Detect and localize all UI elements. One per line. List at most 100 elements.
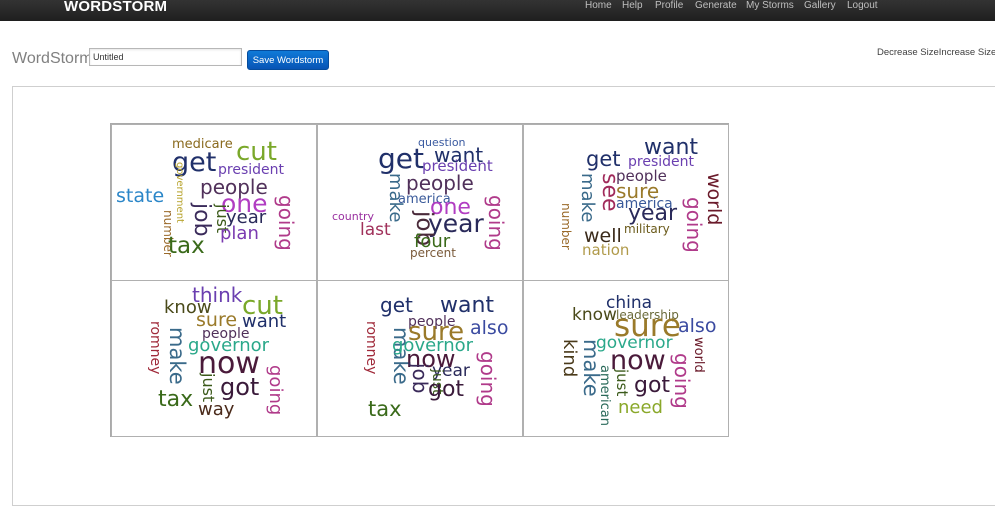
storm-word: president [422,157,493,175]
storm-word: going [682,197,706,253]
storm-word: governor [392,335,474,356]
storm-word: get [380,293,413,317]
storm-word: one [430,195,471,220]
storm-word: need [618,397,663,418]
storm-word: governor [596,333,673,353]
nav-logout[interactable]: Logout [847,0,878,11]
nav-profile[interactable]: Profile [655,0,684,11]
storm-word: world [703,173,725,226]
storm-word: also [470,317,509,339]
storm-word: going [265,365,286,416]
storm-word: last [360,220,391,240]
storm-word: make [165,327,189,385]
storm-word: want [242,311,287,332]
size-controls: Decrease SizeIncrease Size [877,47,995,58]
storm-word: sure [614,308,681,344]
storm-word: president [218,162,284,178]
storm-word: kind [559,339,580,378]
storm-word: people [408,314,456,330]
storm-word: four [414,231,451,252]
save-wordstorm-button[interactable]: Save Wordstorm [247,50,329,70]
storm-word: military [624,222,670,236]
storm-word: country [332,210,375,223]
storm-word: sure [408,317,465,347]
storm-word: sure [616,179,660,203]
storm-cell-2[interactable]: question get want president make people americ… [317,124,523,281]
increase-size-link[interactable]: Increase Size [938,47,995,58]
storm-word: now [610,345,666,376]
storm-word: get [586,147,621,171]
storm-word: going [670,353,694,409]
storm-word: got [220,373,260,401]
storm-word: people [200,175,268,199]
storm-word: also [678,315,717,337]
storm-word: just [199,373,218,403]
storm-word: leadership [616,308,679,322]
storm-word: tax [368,397,402,421]
storm-word: sure [196,309,238,331]
storm-word: going [484,195,508,251]
decrease-size-link[interactable]: Decrease Size [877,47,939,58]
storm-word: think [192,283,243,307]
storm-word: cut [242,291,283,321]
brand-logo[interactable]: WORDSTORM [64,0,168,15]
storm-word: year [428,209,484,238]
storm-word: medicare [172,137,233,152]
storm-word: year [628,201,678,226]
storm-cell-6[interactable]: china leadership know sure also governor world… [523,280,729,437]
storm-word: america [616,196,673,212]
storm-word: way [198,399,235,420]
storm-word: well [584,225,622,247]
storm-word: make [577,173,598,223]
nav-generate[interactable]: Generate [695,0,737,11]
storm-cell-5[interactable]: get want people sure also romney make governor n… [317,280,523,437]
nav-gallery[interactable]: Gallery [804,0,836,11]
storm-word: tax [158,387,194,412]
storm-word: government [174,162,185,223]
storm-title-input[interactable] [89,48,242,66]
storm-word: romney [147,321,163,375]
storm-word: year [432,361,470,381]
storm-word: plan [220,223,259,244]
storm-word: one [221,189,268,218]
storm-word: state [116,185,165,207]
top-navbar: WORDSTORM Home Help Profile Generate My … [0,0,995,21]
storm-word: governor [188,335,270,356]
storm-word: president [628,154,694,170]
storm-word: want [644,135,699,160]
storm-word: want [434,143,484,167]
storm-word: question [418,136,466,149]
nav-home[interactable]: Home [585,0,612,11]
storm-word: going [476,351,500,407]
storm-word: get [378,142,424,175]
storm-cell-3[interactable]: want get president make see people world sure am… [523,124,729,281]
storm-word: america [398,192,451,207]
storm-word: china [606,293,653,313]
storm-cell-1[interactable]: medicare cut get president government state pe… [111,124,317,281]
storm-grid: medicare cut get president government state pe… [110,123,729,437]
storm-word: got [428,377,465,402]
storm-word: going [274,195,298,251]
wordstorm-label: WordStorm: [12,50,98,67]
storm-word: job [189,203,214,237]
storm-word: cut [236,137,277,167]
storm-word: got [634,373,671,398]
storm-word: people [406,171,474,195]
storm-cell-4[interactable]: think cut know sure want people romney make gove… [111,280,317,437]
storm-word: now [406,345,456,373]
storm-word: get [172,147,217,178]
storm-word: tax [168,233,205,259]
nav-help[interactable]: Help [622,0,643,11]
storm-word: now [198,346,260,381]
storm-word: nation [582,241,630,259]
storm-word: know [572,305,617,325]
storm-word: just [613,369,631,397]
storm-word: want [440,293,495,318]
storm-word: american [597,365,612,426]
storm-word: know [164,297,212,318]
storm-word: percent [410,246,456,260]
storm-word: job [408,363,432,394]
nav-my-storms[interactable]: My Storms [746,0,794,11]
storm-word: people [202,326,250,342]
storm-word: romney [363,321,379,375]
